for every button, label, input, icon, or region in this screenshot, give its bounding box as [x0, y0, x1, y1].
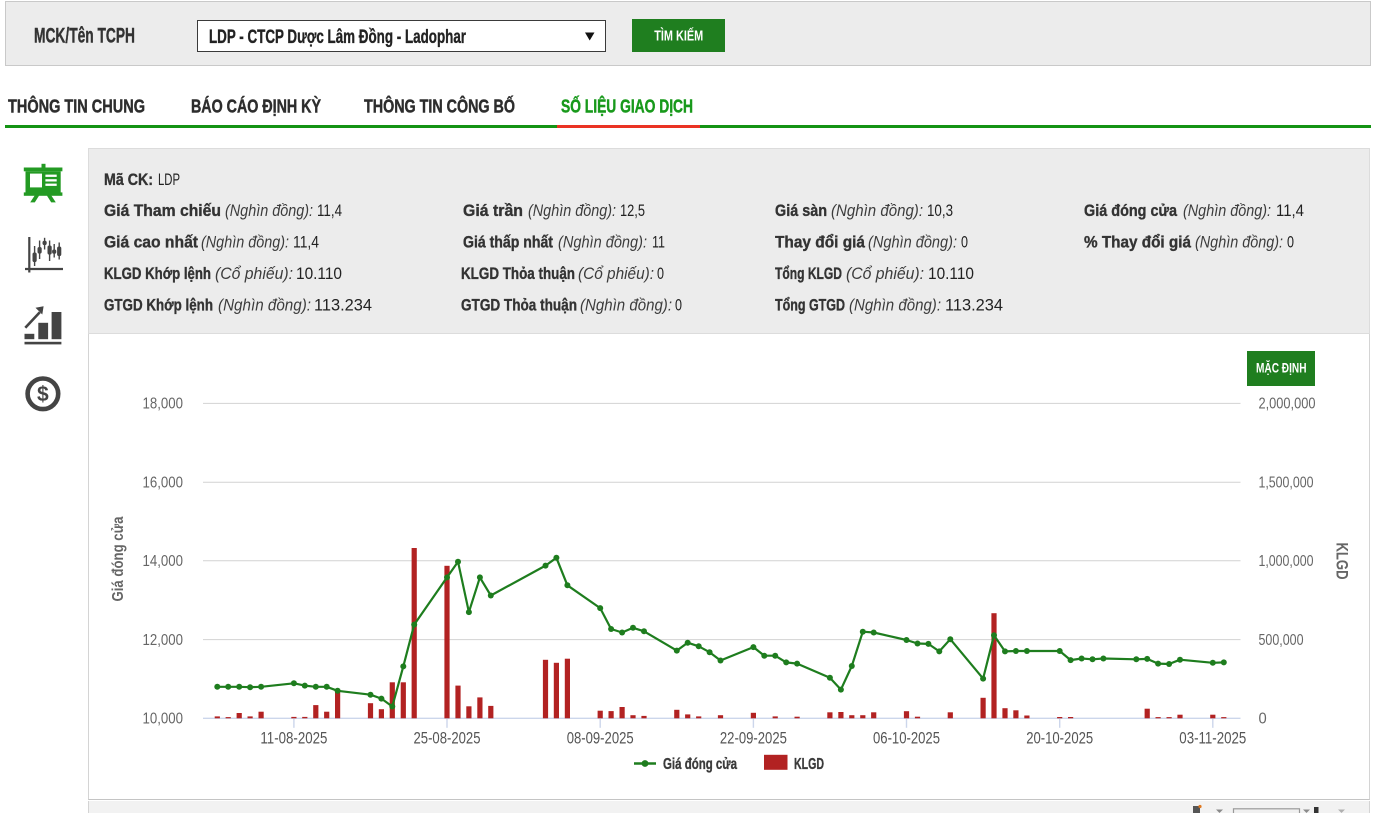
svg-text:06-10-2025: 06-10-2025 [873, 729, 940, 748]
svg-text:11,4: 11,4 [1276, 202, 1304, 220]
svg-text:18,000: 18,000 [143, 396, 184, 413]
svg-text:113.234: 113.234 [945, 297, 1003, 315]
svg-text:Giá sàn: Giá sàn [775, 202, 827, 220]
svg-text:THÔNG TIN CHUNG: THÔNG TIN CHUNG [8, 96, 145, 117]
svg-text:(Nghìn đồng):: (Nghìn đồng): [528, 202, 616, 220]
svg-text:10.110: 10.110 [928, 265, 974, 283]
svg-text:MCK/Tên TCPH: MCK/Tên TCPH [34, 23, 135, 47]
svg-text:1,000,000: 1,000,000 [1259, 553, 1314, 570]
svg-text:1,500,000: 1,500,000 [1259, 475, 1314, 492]
svg-text:(Nghìn đồng):: (Nghìn đồng): [849, 297, 941, 315]
svg-text:(Nghìn đồng):: (Nghìn đồng): [831, 202, 923, 220]
svg-text:Giá đóng cửa: Giá đóng cửa [110, 516, 127, 601]
svg-text:10,3: 10,3 [927, 202, 953, 220]
svg-text:22-09-2025: 22-09-2025 [720, 729, 787, 748]
svg-text:08-09-2025: 08-09-2025 [567, 729, 634, 748]
svg-text:Giá đóng cửa: Giá đóng cửa [1084, 202, 1178, 220]
svg-text:0: 0 [675, 297, 682, 315]
svg-text:(Nghìn đồng):: (Nghìn đồng): [225, 202, 313, 220]
svg-text:Giá trần: Giá trần [463, 202, 523, 220]
svg-text:10,000: 10,000 [143, 711, 184, 728]
svg-text:(Cổ phiếu):: (Cổ phiếu): [846, 265, 924, 283]
svg-text:25-08-2025: 25-08-2025 [414, 729, 481, 748]
svg-text:(Nghìn đồng):: (Nghìn đồng): [218, 297, 311, 315]
svg-text:KLGD: KLGD [1333, 543, 1351, 580]
svg-text:Giá đóng cửa: Giá đóng cửa [663, 756, 737, 773]
svg-text:Giá cao nhất: Giá cao nhất [104, 234, 198, 252]
svg-text:(Nghìn đồng):: (Nghìn đồng): [201, 234, 289, 252]
svg-text:(Nghìn đồng):: (Nghìn đồng): [1195, 234, 1283, 252]
svg-text:0: 0 [1287, 234, 1294, 252]
svg-text:12,5: 12,5 [620, 202, 645, 220]
svg-text:SỐ LIỆU GIAO DỊCH: SỐ LIỆU GIAO DỊCH [561, 96, 693, 117]
svg-text:11: 11 [652, 234, 665, 252]
svg-text:KLGD Thỏa thuận: KLGD Thỏa thuận [461, 265, 575, 283]
svg-text:THÔNG TIN CÔNG BỐ: THÔNG TIN CÔNG BỐ [364, 96, 515, 117]
svg-text:GTGD Khớp lệnh: GTGD Khớp lệnh [104, 297, 213, 315]
svg-text:14,000: 14,000 [143, 553, 184, 570]
svg-text:(Cổ phiếu):: (Cổ phiếu): [215, 265, 293, 283]
svg-text:0: 0 [961, 234, 968, 252]
svg-text:Giá Tham chiếu: Giá Tham chiếu [104, 202, 221, 220]
svg-text:2,000,000: 2,000,000 [1259, 396, 1316, 413]
svg-text:11,4: 11,4 [293, 234, 319, 252]
svg-text:KLGD Khớp lệnh: KLGD Khớp lệnh [104, 265, 211, 283]
svg-text:(Cổ phiếu):: (Cổ phiếu): [578, 265, 654, 283]
svg-text:500,000: 500,000 [1259, 632, 1304, 649]
svg-text:Tổng KLGD: Tổng KLGD [775, 265, 842, 283]
svg-text:11-08-2025: 11-08-2025 [260, 729, 327, 748]
svg-text:12,000: 12,000 [143, 632, 184, 649]
svg-text:10.110: 10.110 [296, 265, 342, 283]
svg-text:113.234: 113.234 [314, 297, 372, 315]
svg-text:0: 0 [1259, 711, 1268, 728]
svg-text:(Nghìn đồng):: (Nghìn đồng): [1183, 202, 1271, 220]
svg-text:KLGD: KLGD [794, 756, 824, 773]
svg-text:BÁO CÁO ĐỊNH KỲ: BÁO CÁO ĐỊNH KỲ [191, 96, 321, 117]
svg-text:MẶC ĐỊNH: MẶC ĐỊNH [1256, 360, 1307, 376]
svg-text:Thay đổi giá: Thay đổi giá [775, 234, 866, 252]
svg-text:% Thay đổi giá: % Thay đổi giá [1084, 234, 1192, 252]
svg-text:(Nghìn đồng):: (Nghìn đồng): [558, 234, 647, 252]
svg-text:GTGD Thỏa thuận: GTGD Thỏa thuận [461, 297, 577, 315]
svg-text:$: $ [37, 383, 49, 406]
svg-text:16,000: 16,000 [143, 475, 184, 492]
svg-text:11,4: 11,4 [317, 202, 342, 220]
svg-text:Tổng GTGD: Tổng GTGD [775, 297, 845, 315]
svg-text:0: 0 [657, 265, 664, 283]
svg-text:TÌM KIẾM: TÌM KIẾM [654, 28, 703, 45]
svg-text:LDP: LDP [158, 171, 180, 189]
svg-text:20-10-2025: 20-10-2025 [1026, 729, 1093, 748]
svg-text:Giá thấp nhất: Giá thấp nhất [463, 234, 553, 252]
svg-text:Mã CK:: Mã CK: [104, 171, 153, 189]
svg-text:LDP - CTCP Dược Lâm Đồng - Lad: LDP - CTCP Dược Lâm Đồng - Ladophar [209, 27, 466, 48]
svg-text:03-11-2025: 03-11-2025 [1179, 729, 1246, 748]
svg-text:(Nghìn đồng):: (Nghìn đồng): [868, 234, 957, 252]
svg-text:(Nghìn đồng):: (Nghìn đồng): [580, 297, 672, 315]
